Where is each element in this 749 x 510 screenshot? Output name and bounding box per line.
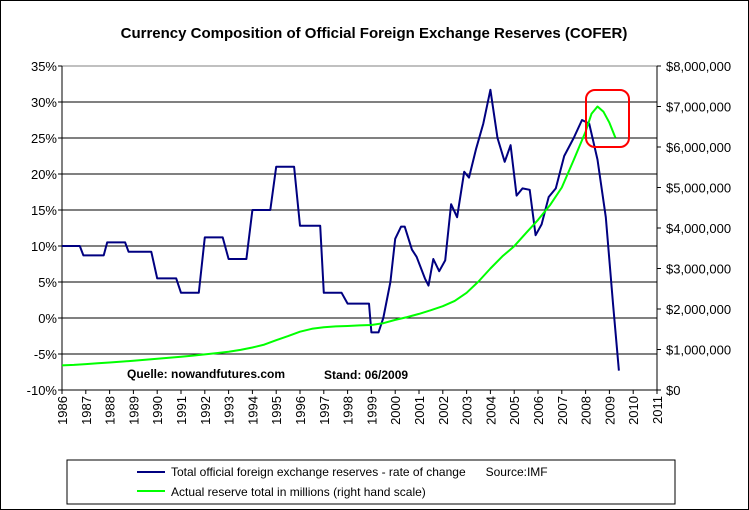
x-tick-label: 2002 — [436, 396, 451, 425]
y-left-tick-label: 20% — [31, 167, 57, 182]
series-line-reserves-rate — [62, 88, 620, 371]
x-tick-label: 1993 — [222, 396, 237, 425]
source-annotation: Quelle: nowandfutures.com — [127, 367, 285, 381]
legend-label-reserve-total: Actual reserve total in millions (right … — [171, 485, 426, 499]
x-tick-label: 1999 — [364, 396, 379, 425]
x-tick-label: 2005 — [507, 396, 522, 425]
x-tick-label: 2010 — [626, 396, 641, 425]
x-tick-label: 2004 — [483, 396, 498, 425]
chart-title: Currency Composition of Official Foreign… — [121, 25, 628, 42]
x-tick-label: 2007 — [555, 396, 570, 425]
y-right-tick-label: $7,000,000 — [666, 100, 731, 115]
x-tick-label: 2008 — [579, 396, 594, 425]
y-left-tick-label: 35% — [31, 59, 57, 74]
x-tick-label: 1998 — [341, 396, 356, 425]
x-tick-label: 2003 — [460, 396, 475, 425]
x-tick-label: 1994 — [245, 396, 260, 425]
right-y-axis: $8,000,000 $7,000,000 $6,000,000 $5,000,000… — [656, 59, 731, 398]
x-tick-label: 1996 — [293, 396, 308, 425]
x-tick-label: 1988 — [103, 396, 118, 425]
y-right-tick-label: $4,000,000 — [666, 221, 731, 236]
x-tick-label: 1997 — [317, 396, 332, 425]
x-tick-label: 1995 — [269, 396, 284, 425]
x-tick-label: 2006 — [531, 396, 546, 425]
y-left-tick-label: 0% — [38, 311, 57, 326]
y-right-tick-label: $6,000,000 — [666, 140, 731, 155]
plot-area — [61, 65, 658, 391]
x-axis: 1986 1987 1988 1989 1990 1991 1992 1993 1994 1995… — [55, 389, 665, 425]
gridlines — [62, 101, 657, 355]
x-tick-label: 1986 — [55, 396, 70, 425]
y-left-tick-label: 30% — [31, 95, 57, 110]
series-lines — [61, 88, 620, 371]
y-left-tick-label: 5% — [38, 275, 57, 290]
x-tick-label: 1992 — [198, 396, 213, 425]
x-tick-label: 1990 — [150, 396, 165, 425]
y-left-tick-label: 25% — [31, 131, 57, 146]
x-tick-label: 2001 — [412, 396, 427, 425]
y-right-tick-label: $3,000,000 — [666, 262, 731, 277]
y-left-tick-label: 10% — [31, 239, 57, 254]
x-tick-label: 2009 — [602, 396, 617, 425]
y-right-tick-label: $1,000,000 — [666, 343, 731, 358]
legend-label-reserves-rate: Total official foreign exchange reserves… — [171, 465, 548, 479]
y-left-tick-label: -5% — [34, 347, 58, 362]
x-tick-label: 2011 — [650, 396, 665, 424]
y-left-tick-label: 15% — [31, 203, 57, 218]
left-y-axis: 35% 30% 25% 20% 15% 10% 5% 0% -5% -10% — [27, 59, 63, 398]
date-annotation: Stand: 06/2009 — [324, 368, 408, 382]
y-right-tick-label: $5,000,000 — [666, 181, 731, 196]
legend: Total official foreign exchange reserves… — [66, 459, 676, 505]
y-right-tick-label: $2,000,000 — [666, 302, 731, 317]
y-right-tick-label: $8,000,000 — [666, 59, 731, 74]
x-tick-label: 2000 — [388, 396, 403, 425]
x-tick-label: 1989 — [126, 396, 141, 425]
highlight-box — [585, 89, 630, 148]
series-line-reserve-total — [61, 105, 617, 367]
x-tick-label: 1991 — [174, 396, 189, 425]
y-right-tick-label: $0 — [666, 383, 680, 398]
y-left-tick-label: -10% — [27, 383, 58, 398]
x-tick-label: 1987 — [79, 396, 94, 425]
